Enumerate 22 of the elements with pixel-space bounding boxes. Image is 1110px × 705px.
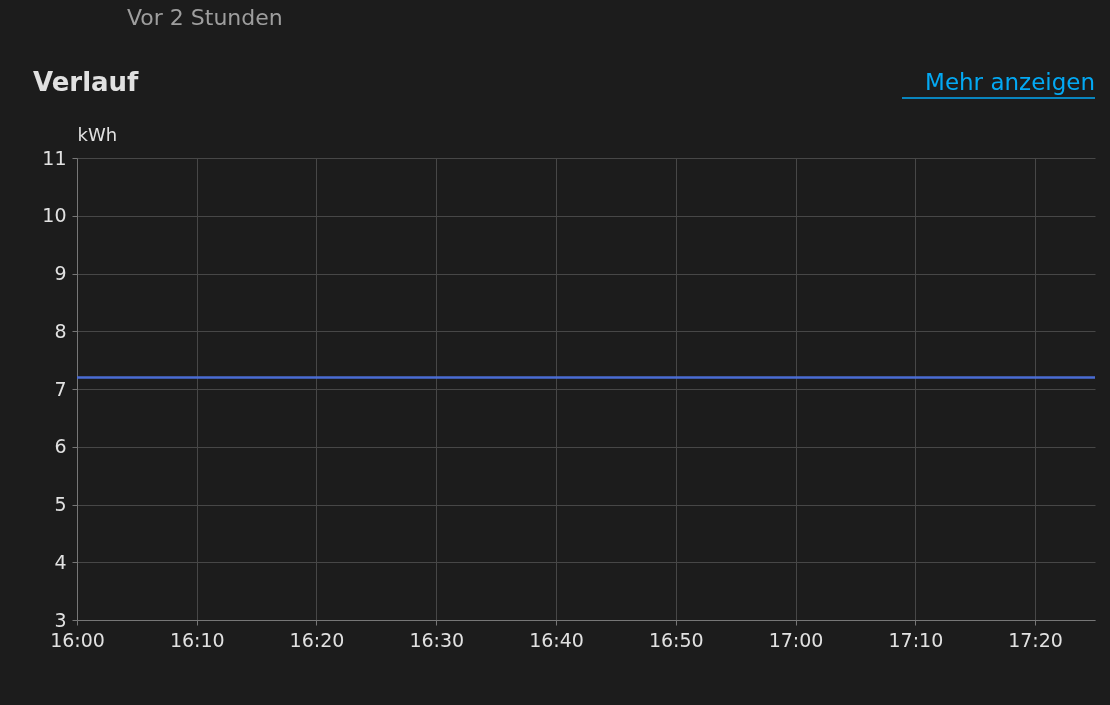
x-tick-label: 16:50 bbox=[648, 628, 704, 651]
x-tick-label: 16:10 bbox=[169, 628, 225, 651]
y-tick-label: 7 bbox=[54, 377, 67, 400]
y-tick-label: 5 bbox=[54, 493, 67, 515]
text: Vor 2 Stunden bbox=[127, 5, 283, 30]
y-tick-label: 10 bbox=[42, 204, 67, 227]
y-tick-label: 8 bbox=[54, 319, 67, 342]
text: Mehr anzeigen bbox=[925, 69, 1095, 95]
x-tick-label: 16:20 bbox=[289, 628, 345, 651]
x-tick-label: 17:20 bbox=[1008, 628, 1063, 651]
y-tick-label: 6 bbox=[54, 435, 67, 458]
y-axis-title: kWh bbox=[77, 123, 118, 145]
x-tick-label: 17:00 bbox=[768, 628, 824, 651]
y-tick-label: 3 bbox=[54, 608, 67, 631]
y-tick-label: 4 bbox=[54, 550, 67, 573]
y-tick-label: 11 bbox=[42, 146, 67, 169]
x-tick-label: 16:40 bbox=[529, 628, 584, 651]
x-tick-label: 17:10 bbox=[888, 628, 944, 651]
x-tick-label: 16:30 bbox=[409, 628, 465, 651]
x-tick-label: 16:00 bbox=[50, 628, 105, 651]
chart-title: Verlauf bbox=[33, 67, 140, 97]
y-tick-label: 9 bbox=[54, 262, 67, 284]
